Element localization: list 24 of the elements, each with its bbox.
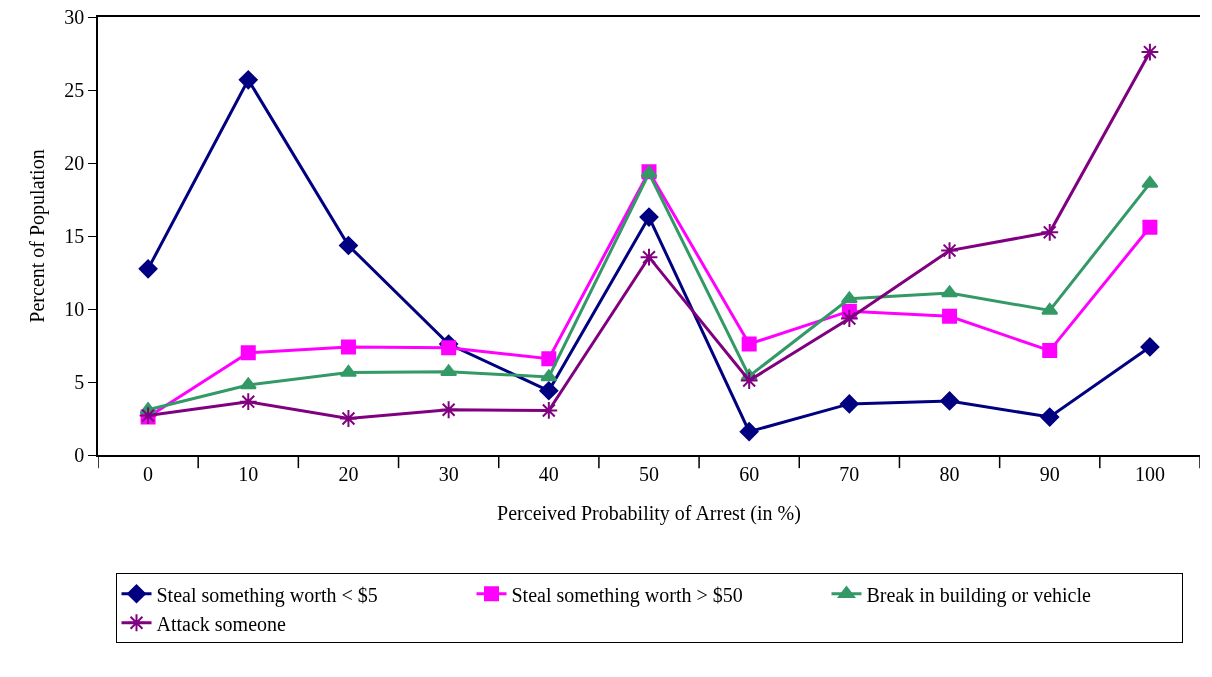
y-tick-label: 5 (74, 371, 85, 393)
x-tick-label: 10 (238, 462, 259, 485)
x-tick-label: 40 (538, 462, 559, 485)
legend-label: Steal something worth > $50 (511, 583, 743, 607)
y-axis-title: Percent of Population (26, 149, 50, 323)
y-tick-label: 25 (64, 79, 85, 101)
x-tick-label: 100 (1134, 462, 1165, 485)
x-tick-label: 20 (338, 462, 359, 485)
y-tick-label: 20 (64, 152, 85, 174)
x-tick-label: 70 (839, 462, 860, 485)
legend-label: Steal something worth < $5 (156, 583, 378, 607)
y-tick-label: 10 (64, 298, 85, 320)
x-tick-label: 90 (1039, 462, 1060, 485)
x-axis-title: Perceived Probability of Arrest (in %) (497, 501, 801, 525)
x-tick-label: 0 (143, 462, 154, 485)
x-tick-label: 30 (438, 462, 459, 485)
y-tick-label: 30 (64, 6, 85, 28)
x-tick-label: 80 (939, 462, 960, 485)
x-tick-label: 50 (639, 462, 659, 485)
y-tick-label: 15 (64, 225, 85, 247)
y-tick-label: 0 (74, 444, 85, 466)
x-tick-label: 60 (739, 462, 760, 485)
legend-label: Break in building or vehicle (866, 583, 1092, 607)
legend-label: Attack someone (156, 612, 287, 635)
